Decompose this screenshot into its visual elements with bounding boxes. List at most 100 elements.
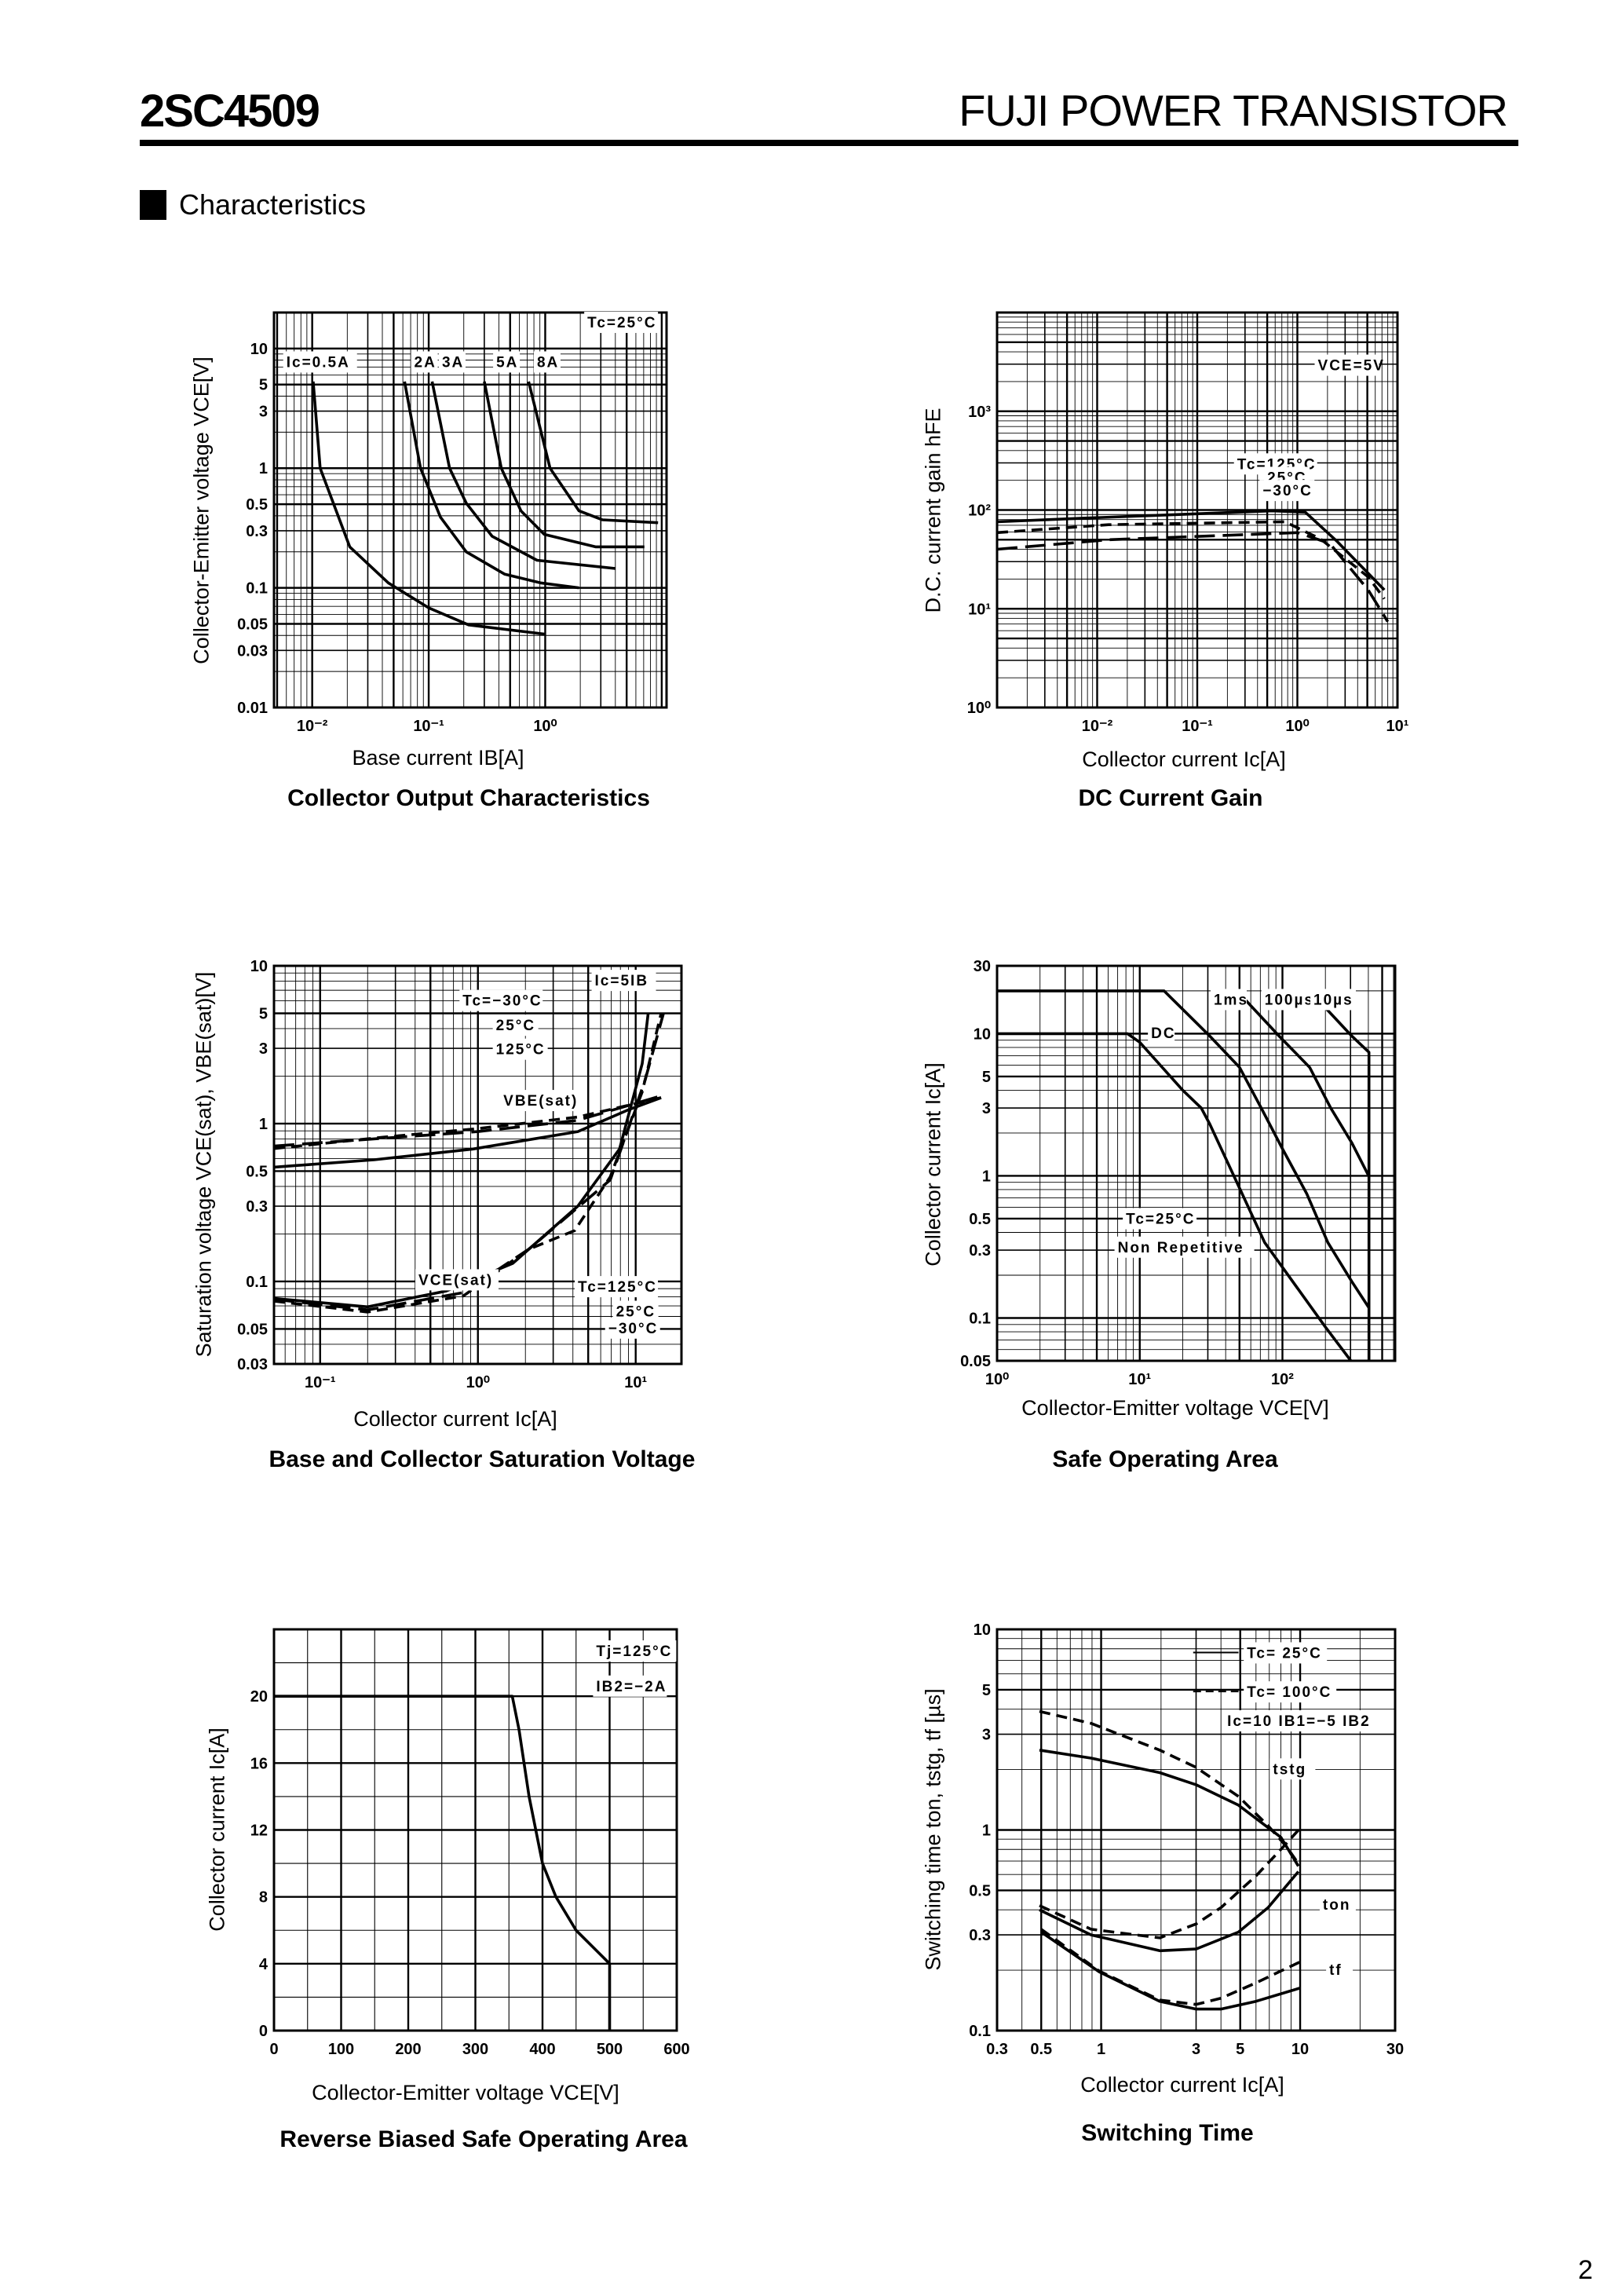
annotation-bg bbox=[283, 351, 357, 373]
grid bbox=[997, 313, 1397, 707]
x-tick-label: 10⁰ bbox=[985, 1371, 1009, 1388]
y-axis-label: D.C. current gain hFE bbox=[921, 408, 945, 613]
x-tick-label: 300 bbox=[462, 2041, 488, 2058]
section-title: Characteristics bbox=[179, 188, 367, 221]
annotation-label: ton bbox=[1323, 1897, 1351, 1914]
y-tick-label: 1 bbox=[982, 1168, 991, 1185]
chart-title: Reverse Biased Safe Operating Area bbox=[279, 2126, 688, 2152]
y-tick-label: 0.5 bbox=[969, 1882, 991, 1899]
annotation-bg bbox=[1319, 1894, 1356, 1916]
y-axis-label: Switching time ton, tstg, tf [µs] bbox=[921, 1688, 945, 1971]
x-tick-label: 10⁻¹ bbox=[305, 1374, 336, 1391]
series-line-2 bbox=[1039, 1709, 1300, 1865]
series-line-1 bbox=[274, 1695, 612, 2031]
chart-3: 10⁻¹ 10⁰ 10¹ 10 5 3 1 0.5 0.3 0.1 0.05 0.03 Ic=5IB Tc… bbox=[237, 958, 683, 1391]
annotation-bg bbox=[575, 1276, 659, 1298]
y-tick-label: 0 bbox=[259, 2023, 268, 2040]
grid bbox=[997, 1629, 1395, 2031]
chart-2: 10⁻² 10⁻¹ 10⁰ 10¹ 10³ 10² 10¹ 10⁰ VCE=5V Tc=125°C… bbox=[967, 311, 1409, 735]
x-tick-label: 1 bbox=[1097, 2041, 1105, 2058]
section-bullet-icon bbox=[140, 190, 166, 220]
x-axis-label: Base current IB[A] bbox=[352, 746, 524, 770]
annotation-bg bbox=[1269, 1758, 1316, 1780]
x-tick-label: 3 bbox=[1192, 2041, 1200, 2058]
annotation-label: Tc=125°C bbox=[578, 1279, 657, 1296]
annotation-bg bbox=[593, 1675, 667, 1697]
annotation-bg bbox=[591, 970, 656, 992]
chart-title: Base and Collector Saturation Voltage bbox=[269, 1446, 696, 1472]
chart-5: 0 100 200 300 400 500 600 0 4 8 12 16 20 Tj=125°C IB2=… bbox=[250, 1628, 690, 2058]
annotation-bg bbox=[1210, 989, 1247, 1011]
annotation-label: Tc= 100°C bbox=[1247, 1684, 1332, 1701]
x-tick-label: 10 bbox=[1291, 2041, 1309, 2058]
y-tick-label: 10⁰ bbox=[967, 700, 991, 717]
y-axis-label: Saturation voltage VCE(sat), VBE(sat)[V] bbox=[192, 971, 216, 1358]
annotation-label: VCE=5V bbox=[1318, 358, 1385, 375]
y-tick-label: 0.05 bbox=[960, 1353, 991, 1370]
annotation-bg bbox=[438, 351, 466, 373]
annotation-bg bbox=[415, 1269, 499, 1291]
annotation-label: −30°C bbox=[1262, 483, 1313, 499]
annotation-bg bbox=[1261, 989, 1317, 1011]
annotation-label: DC bbox=[1151, 1026, 1175, 1042]
grid bbox=[997, 966, 1395, 1361]
annotation-bg bbox=[1244, 1642, 1328, 1664]
brand-title: FUJI POWER TRANSISTOR bbox=[959, 86, 1508, 135]
x-tick-label: 30 bbox=[1386, 2041, 1404, 2058]
plot-frame bbox=[272, 1628, 678, 2032]
series-line-1 bbox=[312, 381, 546, 636]
annotation-label: 25°C bbox=[616, 1304, 656, 1321]
chart-svg: 10⁻² 10⁻¹ 10⁰ 10¹10³10²10¹10⁰VCE=5VTc=125°C… bbox=[967, 311, 1409, 735]
y-tick-label: 0.1 bbox=[246, 580, 268, 598]
y-tick-label: 8 bbox=[259, 1889, 268, 1907]
annotation-label: VCE(sat) bbox=[418, 1272, 493, 1289]
annotation-bg bbox=[1123, 1208, 1197, 1230]
chart-1: 10⁻² 10⁻¹ 10⁰ 10 5 3 1 0.5 0.3 0.1 0.05 0.03 0.01 Tc=… bbox=[237, 311, 668, 735]
chart-svg: 10⁻¹ 10⁰ 10¹ 10 5 3 1 0.5 0.3 0.1 0.05 0.03 Ic=5IB Tc… bbox=[237, 958, 683, 1391]
y-tick-label: 10 bbox=[250, 958, 268, 975]
x-tick-label: 0 bbox=[269, 2041, 278, 2058]
y-axis-label: Collector current Ic[A] bbox=[921, 1062, 945, 1267]
chart-title: DC Current Gain bbox=[1078, 785, 1263, 811]
x-tick-label: 10⁰ bbox=[1285, 718, 1309, 735]
x-tick-label: 400 bbox=[529, 2041, 555, 2058]
x-axis-label: Collector-Emitter voltage VCE[V] bbox=[1021, 1396, 1329, 1420]
series-line-3 bbox=[273, 1094, 662, 1148]
annotation-bg bbox=[584, 312, 659, 334]
annotation-bg bbox=[1224, 1710, 1383, 1732]
y-tick-label: 0.01 bbox=[237, 700, 268, 717]
series-line-5 bbox=[1040, 1931, 1301, 2011]
part-number: 2SC4509 bbox=[140, 86, 320, 137]
y-tick-label: 0.1 bbox=[246, 1274, 268, 1291]
plot-frame bbox=[995, 1628, 1397, 2032]
y-tick-label: 3 bbox=[982, 1100, 991, 1117]
x-axis-label: Collector current Ic[A] bbox=[1082, 748, 1286, 771]
y-tick-label: 16 bbox=[250, 1755, 268, 1772]
annotation-label: 10µs bbox=[1313, 992, 1353, 1008]
y-tick-label: 0.1 bbox=[969, 1310, 991, 1327]
annotation-bg bbox=[1148, 1022, 1175, 1044]
x-axis-label: Collector current Ic[A] bbox=[1080, 2073, 1284, 2097]
y-tick-label: 10³ bbox=[968, 404, 991, 421]
y-tick-label: 20 bbox=[250, 1688, 268, 1706]
x-tick-label: 5 bbox=[1236, 2041, 1244, 2058]
series-line-2 bbox=[996, 520, 1386, 600]
annotation-label: 125°C bbox=[496, 1042, 546, 1058]
x-tick-label: 0.3 bbox=[986, 2041, 1008, 2058]
series-line-1 bbox=[997, 1032, 1353, 1362]
annotation-label: 2A bbox=[415, 354, 437, 371]
chart-title: Switching Time bbox=[1081, 2120, 1254, 2146]
annotation-label: Tj=125°C bbox=[596, 1643, 672, 1660]
x-tick-label: 10¹ bbox=[1128, 1371, 1151, 1388]
x-tick-label: 500 bbox=[597, 2041, 623, 2058]
annotation-bg bbox=[459, 989, 543, 1011]
series-line-6 bbox=[1040, 1928, 1301, 2006]
y-tick-label: 30 bbox=[974, 958, 991, 975]
y-tick-label: 0.3 bbox=[246, 523, 268, 540]
plot-frame bbox=[272, 311, 668, 709]
annotation-label: 100µs bbox=[1265, 992, 1314, 1008]
annotation-label: Ic=0.5A bbox=[287, 354, 350, 371]
series-line-4 bbox=[483, 381, 645, 549]
y-tick-label: 0.5 bbox=[969, 1211, 991, 1228]
x-tick-label: 10⁻² bbox=[297, 718, 328, 735]
